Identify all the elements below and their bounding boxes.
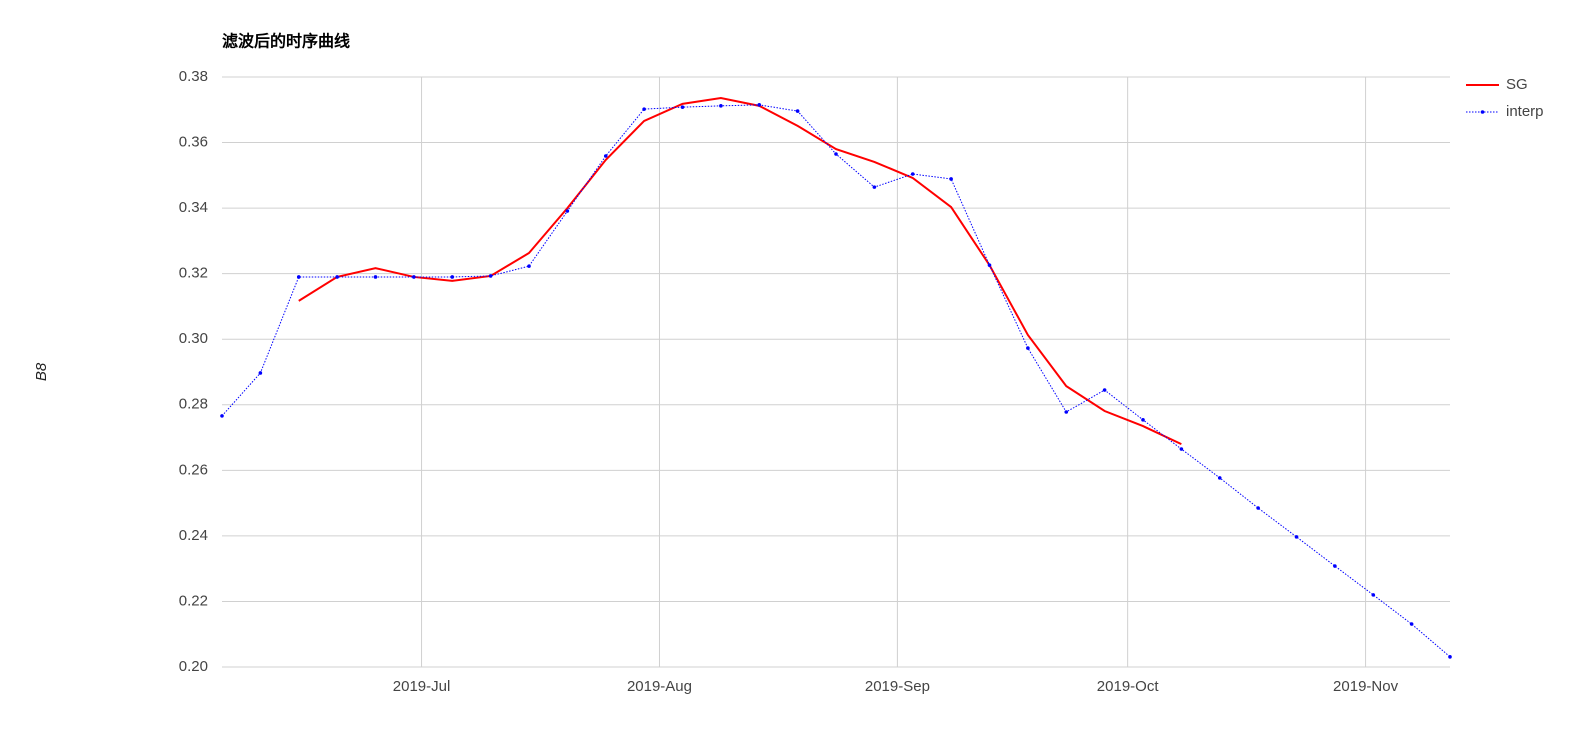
legend-label: interp [1506,103,1544,120]
data-point [1448,655,1452,659]
data-point [757,103,762,107]
legend-label: SG [1506,76,1528,93]
data-point [872,185,877,189]
data-point [834,152,838,156]
data-point [1141,418,1145,422]
data-point [987,263,992,267]
data-point [603,154,608,158]
y-tick-label: 0.26 [179,461,208,478]
data-point [1026,346,1030,350]
y-tick-label: 0.20 [179,658,208,675]
data-point [1179,447,1184,451]
chart-title: 滤波后的时序曲线 [222,32,350,51]
data-point [1256,506,1260,510]
data-point [910,172,915,176]
data-point [719,104,723,108]
x-tick-label: 2019-Oct [1097,678,1160,695]
data-point [488,274,493,278]
y-tick-label: 0.38 [179,68,208,85]
y-axis-label: B8 [33,362,50,381]
x-tick-label: 2019-Jul [393,678,451,695]
y-tick-label: 0.30 [179,330,208,347]
legend-marker [1480,110,1485,114]
y-tick-label: 0.32 [179,265,208,282]
data-point [412,275,416,279]
y-tick-label: 0.34 [179,199,208,216]
data-point [258,371,263,375]
data-point [565,209,570,213]
data-point [1064,410,1069,414]
series-line [298,96,1182,446]
data-point [1333,564,1337,568]
data-point [1294,535,1299,539]
data-point [1217,476,1222,480]
data-point [1102,388,1107,392]
x-tick-label: 2019-Aug [627,678,692,695]
y-tick-label: 0.24 [179,527,208,544]
x-tick-label: 2019-Nov [1333,678,1399,695]
data-point [949,177,953,181]
data-point [335,275,339,279]
y-tick-label: 0.36 [179,134,208,151]
data-point [527,264,531,268]
data-point [296,275,301,279]
data-point [795,109,800,113]
data-point [450,275,455,279]
x-tick-label: 2019-Sep [865,678,930,695]
data-point [1409,622,1414,626]
data-point [642,107,646,111]
data-point [373,275,378,279]
y-tick-label: 0.22 [179,592,208,609]
data-point [1371,593,1376,597]
data-point [220,414,224,418]
y-tick-label: 0.28 [179,396,208,413]
series-line [221,104,1451,658]
data-point [680,105,685,109]
